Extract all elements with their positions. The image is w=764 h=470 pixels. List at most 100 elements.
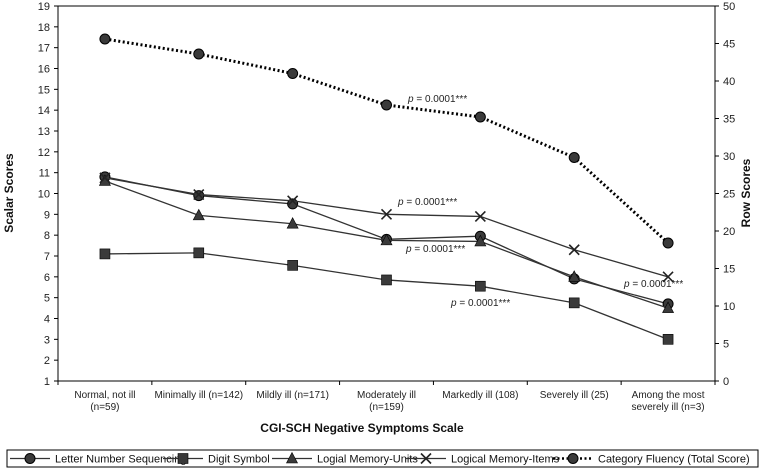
p-value-annotation: p = 0.0001*** [397,197,457,208]
p-value-text: = 0.0001*** [404,197,458,208]
y-left-tick-label: 9 [44,209,50,221]
y-left-tick-label: 15 [38,84,50,96]
axes: 1234567891011121314151617181905101520253… [38,1,736,413]
series-line [104,252,669,340]
y-right-tick-label: 35 [723,114,735,126]
data-point [662,334,674,345]
data-point [568,297,580,309]
y-right-tick-label: 15 [723,264,735,276]
y-left-tick-label: 11 [39,168,50,180]
y-right-tick-label: 25 [723,189,735,201]
data-point [381,274,392,286]
y-left-tick-label: 17 [38,43,50,55]
y-right-tick-label: 30 [723,151,735,163]
x-tick-label-line: Moderately ill [357,390,416,401]
p-value-text: = 0.0001*** [630,279,684,290]
data-point [99,172,111,184]
p-value-annotation: p = 0.0001*** [407,94,467,105]
y-left-tick-label: 13 [38,126,50,138]
x-tick-label-line: (n=59) [90,402,119,413]
data-point [193,48,205,60]
x-tick-label: Normal, not ill (n=59) [74,390,135,413]
y-left-tick-label: 19 [38,1,50,13]
y-axis-left-title: Scalar Scores [2,153,16,233]
data-point [287,68,299,79]
y-left-tick-label: 12 [38,147,50,159]
p-value-symbol: p [407,94,414,105]
y-left-tick-label: 1 [44,376,50,388]
p-value-annotation: p = 0.0001*** [450,298,510,309]
y-right-tick-label: 0 [723,376,729,388]
y-right-tick-label: 40 [723,76,735,88]
data-point [99,248,111,260]
legend-label: Logial Memory-Units [317,454,418,466]
x-tick-label: Among the most severely ill (n=3) [632,390,705,413]
legend-label: Letter Number Sequencing [55,454,186,466]
y-left-tick-label: 4 [44,314,50,326]
y-left-tick-label: 16 [38,64,50,76]
x-tick-label-line: Among the most [632,390,705,401]
x-tick-label-line: Mildly ill (n=171) [256,390,329,401]
y-left-tick-label: 3 [44,334,50,346]
x-tick-label: Mildly ill (n=171) [256,390,329,401]
x-tick-label: Markedly ill (108) [442,390,518,401]
series-group [99,33,674,249]
y-right-tick-label: 45 [723,39,735,51]
series-lines [98,33,675,345]
p-value-text: = 0.0001*** [412,244,466,255]
p-value-symbol: p [450,298,457,309]
legend-swatch-marker [24,453,36,464]
y-left-tick-label: 7 [44,251,50,263]
data-point [380,208,393,220]
y-left-tick-label: 5 [44,293,50,305]
x-tick-label: Minimally ill (n=142) [154,390,243,401]
data-point [475,280,486,292]
y-left-tick-label: 14 [38,105,50,117]
legend-label: Digit Symbol [208,454,270,466]
y-right-tick-label: 10 [723,301,735,313]
data-point [474,210,486,222]
y-left-tick-label: 18 [38,22,50,34]
legend-swatch-marker [177,453,189,464]
y-right-tick-label: 5 [723,339,729,351]
p-value-symbol: p [397,197,404,208]
x-tick-label-line: Severely ill (25) [540,390,609,401]
p-value-annotation: p = 0.0001*** [405,244,465,255]
series-group [99,172,674,283]
legend-swatch-marker [567,453,579,464]
data-point [381,99,392,111]
plot-area [57,5,716,382]
x-tick-label-line: Minimally ill (n=142) [154,390,243,401]
data-point [380,233,393,246]
data-point [474,234,487,247]
data-point [99,33,111,45]
data-point [193,188,205,201]
x-tick-label-line: Normal, not ill [74,390,135,401]
x-tick-label-line: Markedly ill (108) [442,390,518,401]
p-value-symbol: p [405,244,412,255]
x-tick-label: Moderately ill (n=159) [357,390,416,413]
y-axis-right-title: Row Scores [739,158,753,227]
data-point [193,247,205,259]
legend: Letter Number Sequencing Digit Symbol Logi… [6,449,759,468]
x-tick-label-line: severely ill (n=3) [632,402,705,413]
data-point [568,270,581,282]
p-value-symbol: p [623,279,630,290]
x-axis-title: CGI-SCH Negative Symptoms Scale [260,421,464,435]
y-right-tick-label: 50 [723,1,735,13]
annotations: p = 0.0001***p = 0.0001***p = 0.0001***p… [397,94,683,309]
data-point [568,244,580,256]
data-point [287,195,299,207]
x-tick-label: Severely ill (25) [540,390,609,401]
data-point [662,237,674,249]
y-left-tick-label: 2 [44,355,50,367]
data-point [662,271,674,283]
p-value-text: = 0.0001*** [414,94,468,105]
y-left-tick-label: 8 [44,230,50,242]
series-group [99,247,674,345]
y-left-tick-label: 10 [38,189,50,201]
data-point [568,152,580,163]
y-left-tick-label: 6 [44,272,50,284]
legend-swatch-marker [420,452,432,465]
